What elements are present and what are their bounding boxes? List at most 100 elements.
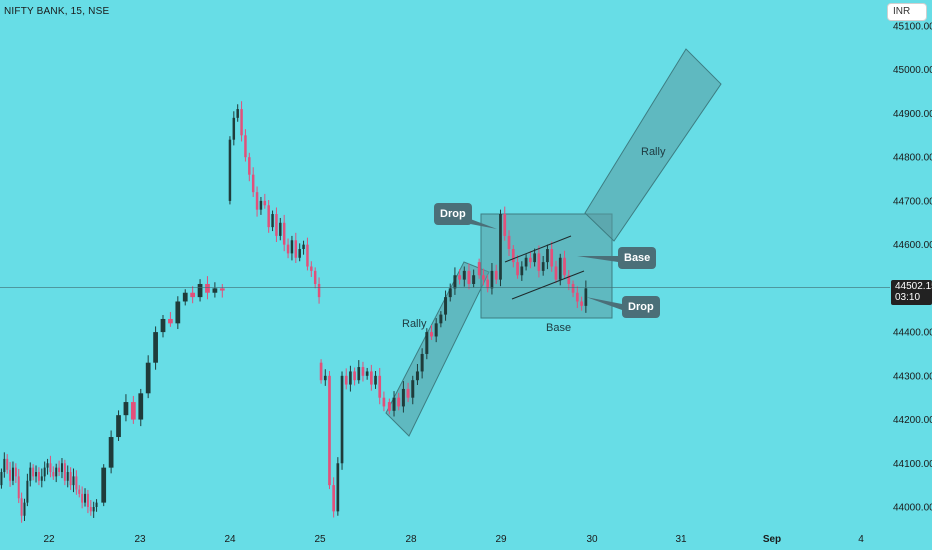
candle-21[interactable] (60, 458, 63, 479)
candle-10[interactable] (29, 462, 32, 487)
candle-86[interactable] (365, 367, 369, 380)
currency-selector[interactable]: INR (888, 4, 926, 20)
candle-45[interactable] (182, 289, 188, 306)
candle-92[interactable] (392, 391, 396, 417)
candle-113[interactable] (490, 263, 494, 295)
candle-131[interactable] (567, 269, 571, 291)
base-zone-box[interactable] (480, 213, 613, 319)
candle-56[interactable] (248, 152, 251, 182)
candle-107[interactable] (462, 266, 466, 287)
candle-99[interactable] (425, 328, 429, 360)
candle-102[interactable] (439, 311, 443, 328)
candle-80[interactable] (340, 371, 344, 470)
candle-116[interactable] (503, 206, 507, 241)
candle-37[interactable] (123, 394, 129, 422)
candle-14[interactable] (40, 468, 43, 488)
candle-119[interactable] (516, 255, 519, 279)
rally-zone-upper[interactable] (584, 48, 722, 242)
candle-110[interactable] (477, 258, 481, 279)
candle-133[interactable] (575, 286, 579, 309)
candle-16[interactable] (46, 458, 49, 475)
candle-46[interactable] (190, 286, 196, 304)
candle-118[interactable] (511, 245, 515, 268)
channel-line-upper[interactable] (504, 235, 572, 263)
candle-26[interactable] (75, 470, 78, 495)
candle-101[interactable] (434, 318, 438, 343)
candle-52[interactable] (232, 111, 236, 146)
candle-55[interactable] (244, 129, 247, 162)
candle-49[interactable] (212, 282, 218, 298)
candle-57[interactable] (251, 167, 255, 197)
candle-108[interactable] (467, 263, 471, 290)
candle-27[interactable] (78, 485, 81, 498)
candle-4[interactable] (11, 461, 14, 486)
candle-121[interactable] (524, 254, 528, 271)
candle-72[interactable] (310, 261, 313, 277)
candle-40[interactable] (145, 355, 151, 399)
candle-69[interactable] (298, 243, 301, 262)
candle-75[interactable] (319, 359, 323, 384)
base-callout-right[interactable]: Base (618, 247, 657, 269)
candle-83[interactable] (353, 367, 356, 386)
candle-130[interactable] (563, 250, 566, 280)
candle-25[interactable] (72, 468, 75, 493)
candle-95[interactable] (406, 382, 410, 403)
candle-98[interactable] (420, 348, 424, 379)
candle-58[interactable] (255, 186, 259, 217)
candle-43[interactable] (168, 311, 173, 327)
candle-62[interactable] (271, 210, 274, 232)
candle-7[interactable] (20, 492, 23, 523)
candle-19[interactable] (55, 463, 58, 483)
candle-104[interactable] (448, 283, 452, 302)
candle-91[interactable] (387, 398, 391, 415)
candle-66[interactable] (286, 238, 290, 259)
candle-74[interactable] (317, 277, 321, 304)
candle-39[interactable] (138, 388, 144, 427)
drop-callout-top[interactable]: Drop (434, 203, 472, 225)
candle-125[interactable] (541, 256, 545, 276)
candle-81[interactable] (344, 368, 348, 390)
candle-65[interactable] (282, 214, 286, 252)
candle-31[interactable] (89, 500, 92, 516)
candle-0[interactable] (0, 468, 3, 489)
candle-33[interactable] (95, 499, 98, 512)
candle-132[interactable] (571, 280, 575, 298)
candle-114[interactable] (494, 264, 498, 284)
candle-71[interactable] (306, 237, 309, 271)
candle-97[interactable] (415, 364, 419, 386)
candle-32[interactable] (92, 501, 95, 518)
candle-35[interactable] (108, 430, 114, 474)
candle-96[interactable] (411, 375, 415, 405)
candle-15[interactable] (43, 461, 46, 482)
candle-109[interactable] (472, 269, 476, 288)
candle-36[interactable] (116, 410, 121, 441)
candle-117[interactable] (507, 230, 511, 257)
candle-135[interactable] (584, 280, 588, 313)
candle-61[interactable] (267, 200, 270, 233)
channel-line-lower[interactable] (511, 270, 585, 300)
candle-47[interactable] (197, 279, 203, 302)
candle-73[interactable] (313, 267, 317, 289)
candle-120[interactable] (520, 261, 524, 281)
candle-44[interactable] (175, 296, 181, 330)
candle-76[interactable] (323, 369, 327, 386)
candle-100[interactable] (430, 325, 433, 340)
candle-53[interactable] (236, 104, 239, 122)
candle-68[interactable] (294, 232, 298, 264)
candle-1[interactable] (3, 452, 6, 478)
candle-88[interactable] (374, 371, 377, 389)
candle-6[interactable] (17, 468, 20, 504)
candle-30[interactable] (86, 489, 89, 514)
candle-78[interactable] (332, 477, 335, 518)
candle-105[interactable] (453, 267, 457, 295)
candle-106[interactable] (458, 269, 462, 285)
candle-18[interactable] (52, 466, 55, 480)
candle-115[interactable] (499, 209, 502, 287)
candle-70[interactable] (302, 240, 305, 255)
candle-38[interactable] (130, 395, 136, 424)
candle-126[interactable] (546, 244, 549, 270)
candle-84[interactable] (357, 360, 361, 384)
candle-103[interactable] (444, 290, 448, 321)
